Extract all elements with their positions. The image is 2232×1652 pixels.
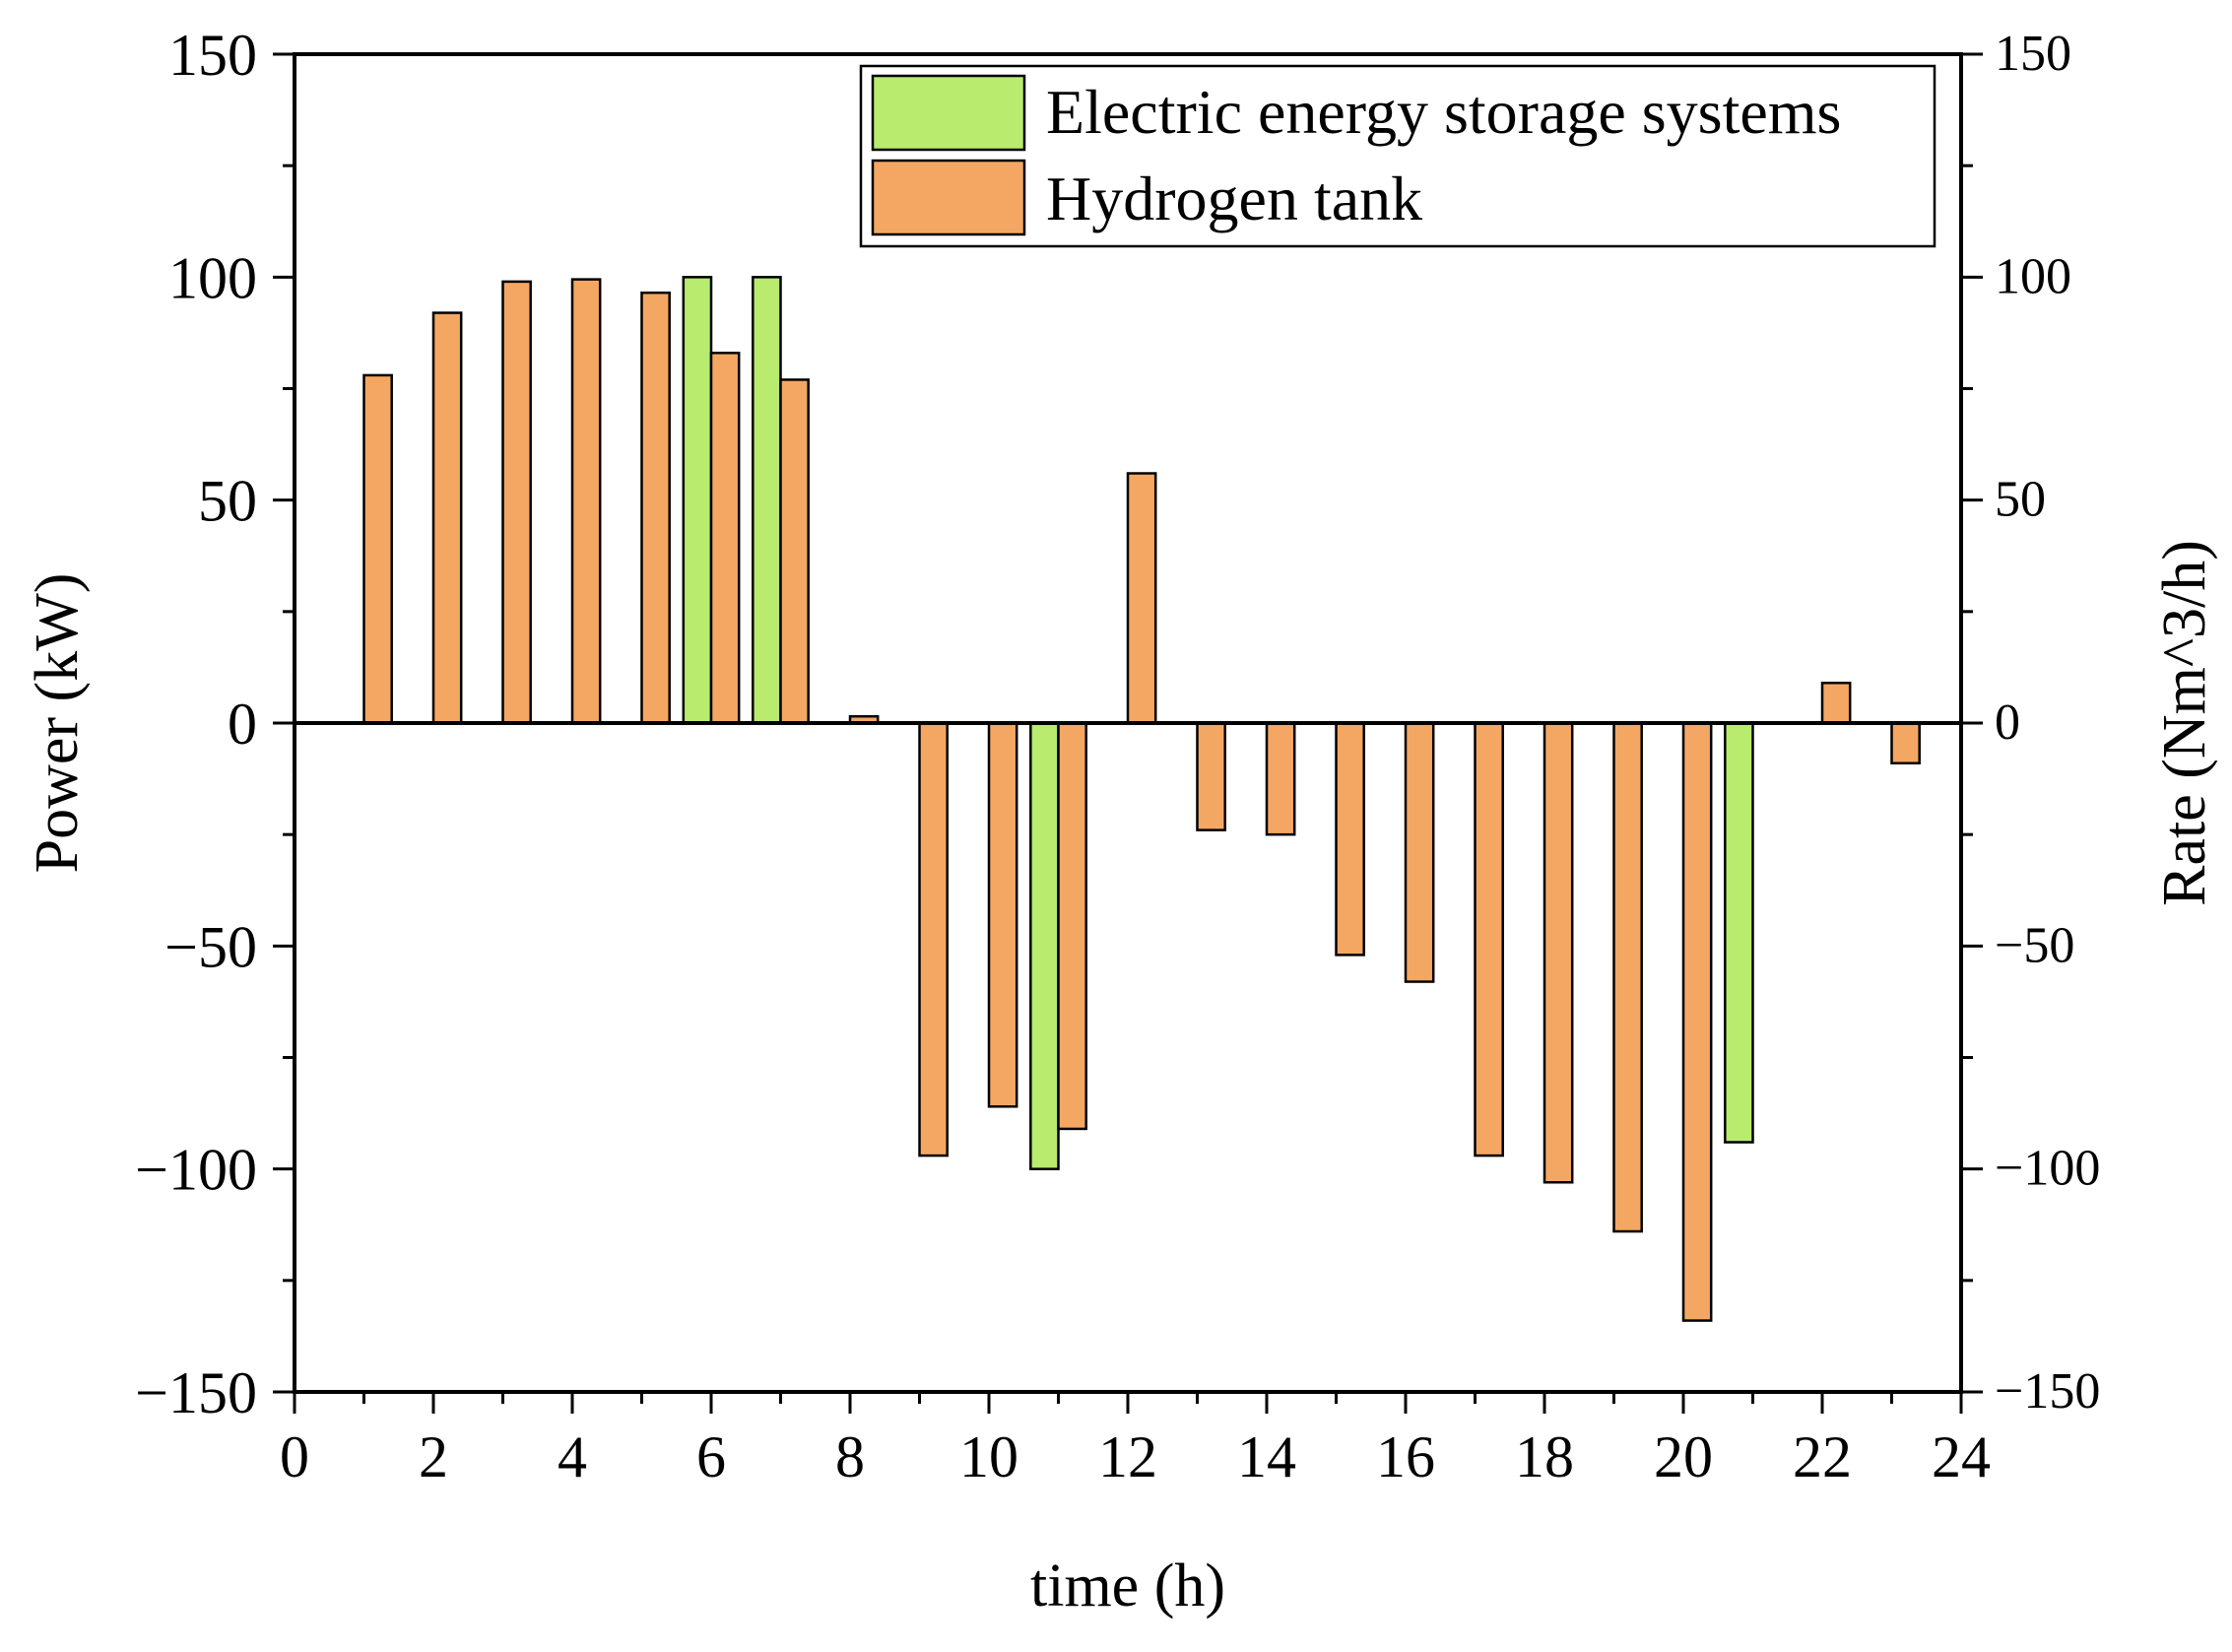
- y2-axis-title: Rate (Nm^3/h): [2151, 540, 2218, 906]
- x-tick-label-11: 22: [1793, 1424, 1852, 1489]
- hydrogen-bar-9: [987, 721, 1018, 1108]
- x-tick-label-1: 2: [419, 1424, 448, 1489]
- x-tick-label-5: 10: [959, 1424, 1018, 1489]
- hydrogen-bar-12: [1196, 721, 1226, 831]
- hydrogen-bar-2: [501, 280, 532, 725]
- legend-box: [859, 64, 1937, 248]
- y-axis-title: Power (kW): [24, 573, 91, 874]
- hydrogen-bar-0: [362, 373, 393, 725]
- hydrogen-bar-22: [1890, 721, 1921, 764]
- y2-tick-label-1: 100: [1995, 248, 2071, 304]
- y2-tick-label-4: −50: [1995, 917, 2074, 973]
- legend-swatch-ess: [871, 74, 1026, 152]
- y-tick-label-0: 150: [168, 23, 257, 88]
- x-tick-label-12: 24: [1932, 1424, 1991, 1489]
- y-tick-label-1: 100: [168, 245, 257, 310]
- ess-bar-1: [752, 276, 782, 725]
- hydrogen-bar-11: [1126, 472, 1157, 725]
- hydrogen-bar-19: [1681, 721, 1713, 1322]
- hydrogen-bar-6: [779, 378, 810, 725]
- x-tick-label-7: 14: [1237, 1424, 1296, 1489]
- y-tick-label-4: −50: [164, 914, 257, 979]
- hydrogen-bar-3: [570, 278, 602, 725]
- y2-tick-label-2: 50: [1995, 472, 2046, 528]
- bars-layer: [362, 276, 1921, 1322]
- hydrogen-bar-5: [709, 352, 741, 725]
- legend: Electric energy storage systems Hydrogen…: [859, 64, 1937, 248]
- legend-label-ess: Electric energy storage systems: [1046, 77, 1841, 147]
- ticks-layer: 0 2 4 6 8 10 12 14 16 18 20 22 24150100500−50−100−15…: [135, 23, 2100, 1489]
- hydrogen-bar-21: [1820, 682, 1852, 725]
- x-tick-label-2: 4: [558, 1424, 587, 1489]
- hydrogen-bar-4: [640, 291, 671, 725]
- y-tick-label-3: 0: [228, 692, 257, 757]
- y-tick-label-5: −100: [135, 1138, 257, 1203]
- hydrogen-bar-18: [1612, 721, 1643, 1233]
- y-tick-label-6: −150: [135, 1360, 257, 1425]
- hydrogen-bar-8: [918, 721, 949, 1157]
- x-tick-label-8: 16: [1376, 1424, 1435, 1489]
- x-tick-label-6: 12: [1098, 1424, 1157, 1489]
- legend-label-hydrogen: Hydrogen tank: [1046, 164, 1422, 233]
- x-tick-label-3: 6: [696, 1424, 726, 1489]
- y2-tick-label-3: 0: [1995, 694, 2020, 751]
- hydrogen-bar-13: [1265, 721, 1296, 836]
- legend-swatch-hydrogen: [871, 159, 1026, 236]
- x-tick-label-0: 0: [280, 1424, 309, 1489]
- hydrogen-bar-17: [1543, 721, 1574, 1184]
- hydrogen-bar-10: [1057, 721, 1087, 1131]
- y-tick-label-2: 50: [198, 469, 257, 534]
- y2-tick-label-6: −150: [1995, 1363, 2100, 1420]
- ess-bar-3: [1724, 721, 1754, 1144]
- hydrogen-bar-14: [1335, 721, 1365, 957]
- hydrogen-bar-16: [1474, 721, 1504, 1157]
- ess-bar-0: [682, 276, 713, 725]
- ess-bar-2: [1029, 721, 1060, 1170]
- x-tick-label-10: 20: [1654, 1424, 1713, 1489]
- y2-tick-label-5: −100: [1995, 1141, 2100, 1197]
- x-tick-label-9: 18: [1515, 1424, 1574, 1489]
- hydrogen-bar-15: [1404, 721, 1435, 983]
- y2-tick-label-0: 150: [1995, 26, 2071, 82]
- x-axis-title: time (h): [1030, 1553, 1225, 1619]
- hydrogen-bar-1: [431, 311, 463, 725]
- x-tick-label-4: 8: [835, 1424, 865, 1489]
